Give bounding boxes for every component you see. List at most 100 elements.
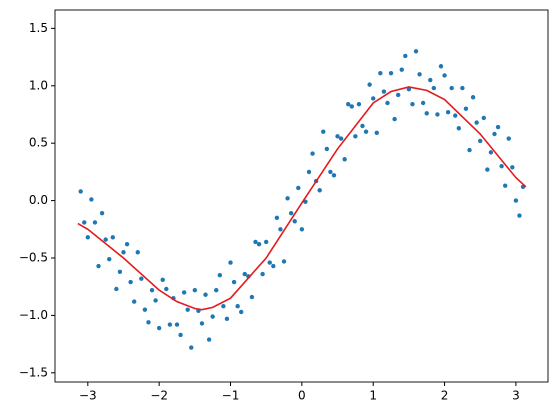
scatter-point <box>164 286 169 292</box>
scatter-point <box>463 106 469 111</box>
scatter-point <box>478 138 483 144</box>
scatter-point <box>517 213 522 218</box>
scatter-point <box>99 211 105 216</box>
scatter-point <box>131 299 137 304</box>
scatter-point <box>242 271 247 277</box>
scatter-point <box>117 269 123 274</box>
x-tick-label: 2 <box>441 389 449 403</box>
plot-frame <box>54 9 549 383</box>
scatter-point <box>367 82 372 87</box>
scatter-point <box>110 235 115 240</box>
scatter-point <box>267 260 272 265</box>
scatter-point <box>174 322 180 327</box>
scatter-point <box>506 136 511 141</box>
scatter-point <box>231 279 237 285</box>
y-tick-label: 0.0 <box>29 193 48 207</box>
scatter-point <box>139 276 144 281</box>
x-tick-label: 3 <box>512 389 520 403</box>
scatter-point <box>420 100 426 106</box>
scatter-point <box>278 227 283 232</box>
scatter-point <box>474 120 479 125</box>
scatter-point <box>445 109 451 115</box>
scatter-point <box>192 287 198 293</box>
x-tick-label: −1 <box>222 389 240 403</box>
scatter-point <box>485 167 490 172</box>
scatter-point <box>288 211 294 216</box>
scatter-point <box>338 136 344 141</box>
scatter-point <box>428 77 433 83</box>
y-tick-label: 0.5 <box>29 136 48 150</box>
scatter-point <box>253 239 258 245</box>
scatter-point <box>502 183 508 188</box>
scatter-point <box>324 146 330 152</box>
scatter-point <box>260 271 265 277</box>
scatter-point <box>121 250 126 255</box>
scatter-point <box>424 111 429 116</box>
scatter-point <box>271 263 276 269</box>
scatter-point <box>239 309 244 315</box>
scatter-point <box>467 147 472 153</box>
scatter-point <box>235 304 240 309</box>
y-tick-label: −0.5 <box>19 251 48 265</box>
scatter-point <box>263 239 269 245</box>
scatter-point <box>438 64 444 69</box>
scatter-point <box>249 294 255 300</box>
scatter-point <box>499 163 504 169</box>
scatter-point <box>82 220 87 225</box>
scatter-point <box>399 67 404 72</box>
scatter-point <box>363 129 369 134</box>
scatter-point <box>381 89 387 94</box>
scatter-point <box>410 101 415 107</box>
scatter-point <box>413 49 419 54</box>
scatter-point <box>296 185 301 191</box>
scatter-point <box>217 273 223 278</box>
scatter-point <box>510 165 515 170</box>
scatter-point <box>306 169 312 175</box>
scatter-point <box>281 259 287 264</box>
scatter-point <box>456 126 462 131</box>
scatter-point <box>378 70 383 76</box>
scatter-point <box>310 151 315 156</box>
y-tick-label: −1.5 <box>19 365 48 379</box>
scatter-point <box>417 72 422 77</box>
scatter-point <box>85 235 91 240</box>
scatter-point <box>149 287 155 293</box>
scatter-point <box>346 101 351 107</box>
scatter-point <box>431 85 437 91</box>
scatter-point <box>92 220 98 225</box>
scatter-point <box>388 70 394 76</box>
scatter-point <box>331 173 337 178</box>
scatter-point <box>78 189 83 194</box>
scatter-point <box>124 242 130 247</box>
scatter-point <box>181 290 187 295</box>
scatter-point <box>403 53 408 59</box>
y-tick-label: 1.0 <box>29 78 48 92</box>
scatter-point <box>335 134 340 139</box>
y-tick-label: −1.0 <box>19 308 48 322</box>
scatter-point <box>128 279 133 285</box>
scatter-point <box>203 292 208 297</box>
scatter-point <box>214 287 219 293</box>
y-tick-label: 1.5 <box>29 21 48 35</box>
scatter-point <box>178 332 183 338</box>
scatter-point <box>353 134 358 139</box>
scatter-point <box>206 337 212 342</box>
scatter-point <box>385 100 390 106</box>
scatter-point <box>274 215 280 221</box>
scatter-point <box>356 101 362 107</box>
scatter-point <box>435 112 440 117</box>
scatter-point <box>189 345 194 350</box>
scatter-point <box>256 242 262 247</box>
scatter-point <box>199 321 205 326</box>
scatter-point <box>442 73 447 78</box>
x-tick-label: 1 <box>369 389 377 403</box>
scatter-point <box>342 157 347 162</box>
scatter-point <box>221 304 226 309</box>
scatter-point <box>488 150 494 155</box>
scatter-point <box>107 256 112 262</box>
scatter-point <box>328 169 333 175</box>
x-tick-label: −3 <box>79 389 97 403</box>
x-tick-label: 0 <box>298 389 306 403</box>
scatter-point <box>321 129 326 134</box>
